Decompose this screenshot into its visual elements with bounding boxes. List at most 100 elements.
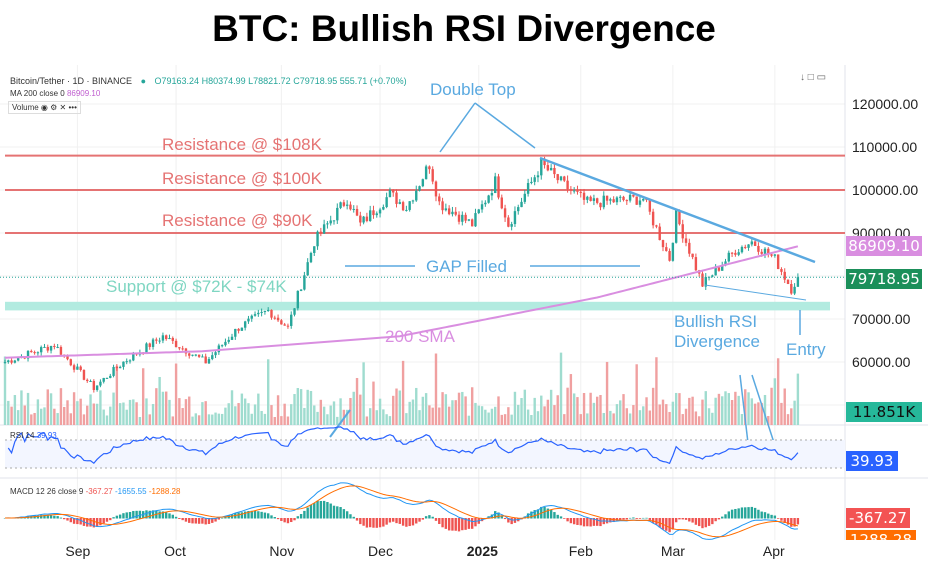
candle-body [145,343,148,353]
close-icon[interactable]: ✕ [59,103,67,112]
volume-bar [691,396,694,425]
candle-body [227,339,230,342]
macd-hist-bar [102,518,105,524]
volume-bar [730,400,734,425]
volume-bar [296,388,300,425]
macd-hist-bar [576,518,579,525]
candle-body [678,210,681,225]
candle-body [510,224,513,227]
volume-bar [253,404,257,425]
candle-body [280,320,283,325]
double-top-arrow [474,102,536,149]
settings-icon[interactable]: ⚙ [50,103,58,112]
candle-body [201,356,204,358]
candle-body [181,348,184,350]
rsi-legend[interactable]: RSI 14 39.93 [10,431,57,440]
collapse-icon[interactable]: ▭ [816,72,827,83]
macd-hist-bar [194,518,198,524]
volume-bar [530,415,533,425]
volume-bar [240,393,244,425]
macd-hist-bar [418,518,421,522]
volume-bar [441,392,444,425]
volume-bar [201,402,204,425]
candle-body [605,195,609,201]
volume-legend[interactable]: Volume ◉ ⚙ ✕ ••• [8,101,81,114]
volume-bar [434,353,438,425]
volume-bar [243,398,247,425]
macd-hist-bar [382,518,385,527]
more-icon[interactable]: ••• [68,103,77,112]
volume-bar [128,399,132,425]
volume-bar [299,389,303,425]
macd-hist-bar [470,518,474,529]
symbol-label: Bitcoin/Tether · 1D · BINANCE [10,76,133,86]
ma-legend[interactable]: MA 200 close 0 86909.10 [10,89,100,98]
candle-body [388,190,392,198]
volume-bar [53,408,56,425]
macd-hist-bar [599,518,602,527]
volume-bar [553,405,556,425]
eye-icon[interactable]: ◉ [40,103,48,112]
volume-bar [10,406,13,425]
volume-bar [329,405,332,425]
volume-bar [697,416,701,425]
volume-bar [740,414,744,425]
macd-hist-bar [362,518,365,526]
macd-label: MACD 12 26 close 9 [10,487,84,496]
macd-hist-bar [174,516,178,519]
volume-bar [638,410,642,425]
macd-legend[interactable]: MACD 12 26 close 9 -367.27 -1655.55 -128… [10,487,180,496]
candle-body [86,379,89,382]
trendline-resistance [539,156,816,264]
volume-bar [339,398,342,425]
candle-body [523,193,527,202]
macd-hist-bar [401,518,405,526]
macd-hist-bar [326,502,329,519]
macd-hist-bar [563,518,566,519]
volume-bar [392,395,395,425]
macd-hist-bar [572,518,576,525]
candle-body [582,192,586,200]
volume-bar [507,407,510,425]
candle-body [82,369,86,380]
volume-bar [20,390,23,425]
arrow-down-icon[interactable]: ↓ [800,72,805,83]
macd-hist-bar [250,510,253,519]
macd-hist-bar [635,518,638,519]
volume-bar [484,409,487,425]
volume-bar [694,411,698,425]
macd-line [4,482,798,540]
macd-hist-bar [734,508,737,519]
candle-body [319,231,323,234]
volume-bar [345,409,349,425]
candle-body [513,211,517,225]
maximize-icon[interactable]: □ [807,72,814,83]
rsi-arrow [329,409,351,438]
macd-hist-bar [220,517,224,519]
macd-hist-value: -367.27 [85,487,113,496]
candle-body [207,359,211,364]
macd-hist-bar [118,514,122,519]
trendline-support [704,284,807,301]
candle-body [214,352,217,356]
volume-bar [444,394,448,425]
volume-bar [592,402,596,425]
macd-hist-bar [296,516,300,519]
macd-signal-line [4,485,798,538]
volume-bar [16,410,20,425]
volume-bar [197,415,201,425]
volume-bar [303,407,306,425]
candle-body [296,290,300,309]
macd-hist-bar [138,510,142,519]
volume-bar [648,410,652,425]
macd-hist-bar [411,518,415,526]
macd-hist-bar [59,517,63,519]
volume-bar [763,394,767,425]
volume-bar [336,416,339,425]
pane-controls[interactable]: ↓ □ ▭ [800,72,826,83]
macd-hist-bar [184,518,188,522]
volume-bar [30,414,33,425]
volume-bar [724,391,727,425]
volume-bar [665,404,668,425]
